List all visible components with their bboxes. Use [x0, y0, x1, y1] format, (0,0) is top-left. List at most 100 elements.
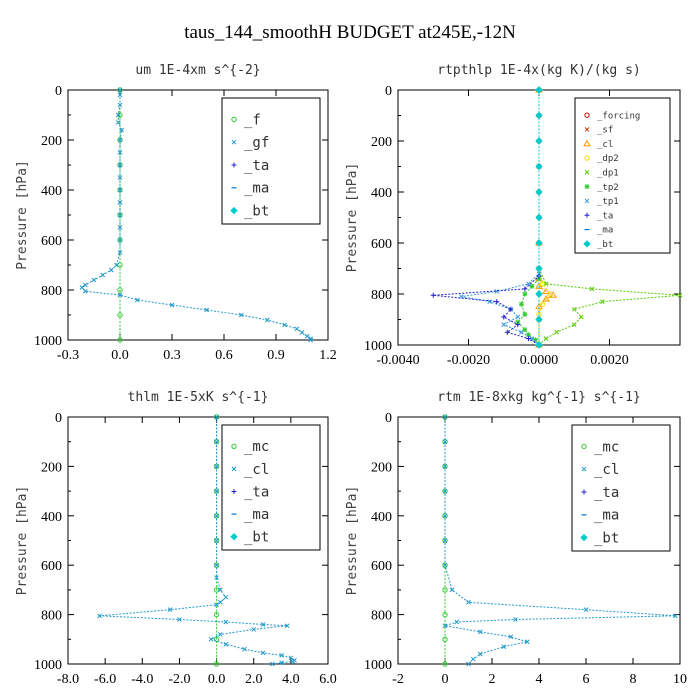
data-point	[532, 337, 538, 343]
data-point	[477, 651, 483, 657]
series-gf	[79, 87, 314, 343]
data-point	[214, 513, 219, 519]
legend-entry: _cl	[597, 140, 613, 150]
data-point	[442, 414, 448, 420]
legend-marker	[584, 155, 590, 161]
data-point	[501, 322, 507, 327]
data-point	[535, 315, 543, 324]
data-point	[213, 537, 220, 544]
legend-entry: _tp1	[597, 197, 619, 207]
data-point	[546, 291, 553, 297]
x-tick-label: 4.0	[282, 672, 300, 687]
data-point	[578, 314, 584, 320]
data-point	[554, 329, 559, 335]
data-point	[217, 587, 223, 593]
data-point	[600, 299, 605, 305]
data-point	[214, 439, 219, 445]
data-point	[529, 283, 535, 289]
legend-marker	[584, 112, 590, 118]
series-bt	[535, 86, 543, 349]
data-point	[470, 656, 476, 662]
data-point	[677, 292, 683, 298]
legend-entry: _sf	[597, 126, 613, 136]
x-tick-label: 0.6	[215, 348, 233, 363]
data-point	[117, 250, 123, 255]
data-point	[508, 306, 514, 312]
y-axis-label: Pressure [hPa]	[345, 163, 360, 273]
x-tick-label: 0.9	[267, 348, 285, 363]
data-point	[214, 562, 219, 568]
legend-box	[221, 97, 321, 225]
legend-marker	[580, 533, 588, 542]
data-point	[494, 299, 500, 305]
data-point	[115, 112, 121, 118]
legend-entry: _bt	[594, 531, 619, 547]
data-point	[79, 285, 85, 290]
data-point	[204, 307, 210, 313]
x-tick-label: 0.0	[208, 672, 226, 687]
data-point	[117, 200, 123, 205]
x-tick-label: -4.0	[131, 672, 153, 687]
series-f	[117, 87, 123, 343]
series-cl	[442, 414, 678, 667]
data-point	[477, 629, 483, 635]
data-point	[223, 641, 229, 647]
data-point	[525, 336, 531, 342]
data-point	[117, 87, 123, 93]
y-tick-label: 400	[371, 186, 392, 201]
data-point	[115, 120, 121, 125]
data-point	[117, 87, 123, 93]
legend-entry: _tp2	[597, 183, 619, 193]
panel-1: um 1E-4xm s^{-2} Pressure [hPa] 0 200 400 600…	[15, 63, 337, 363]
data-point	[214, 414, 219, 420]
data-point	[100, 272, 106, 278]
y-tick-label: 200	[371, 460, 392, 475]
legend-marker	[231, 162, 237, 168]
legend-entry: _f	[244, 112, 261, 128]
data-point	[117, 262, 123, 268]
data-point	[279, 653, 284, 658]
data-point	[487, 299, 493, 305]
data-point	[223, 594, 229, 600]
data-point	[519, 329, 524, 335]
data-point	[442, 623, 448, 629]
y-tick-label: 400	[41, 184, 62, 199]
data-point	[442, 661, 448, 667]
data-point	[117, 237, 123, 243]
data-point	[571, 306, 577, 312]
data-point	[494, 289, 500, 294]
x-tick-label: -8.0	[57, 672, 79, 687]
legend-entry: _mc	[244, 439, 269, 455]
series-line	[433, 90, 540, 346]
data-point	[535, 162, 543, 171]
data-point	[117, 175, 123, 180]
legend-box	[571, 424, 671, 552]
series-line	[444, 417, 676, 665]
legend-marker	[230, 532, 238, 541]
data-point	[442, 611, 448, 618]
panel-title: rtpthlp 1E-4x(kg K)/(kg s)	[437, 63, 641, 78]
data-point	[213, 414, 220, 420]
data-point	[82, 282, 88, 288]
legend-entry: _ma	[244, 507, 269, 523]
y-tick-label: 400	[41, 510, 62, 525]
y-tick-label: 1000	[34, 658, 62, 673]
data-point	[513, 617, 518, 622]
legend-entry: _ma	[244, 181, 269, 197]
data-point	[214, 488, 219, 494]
data-point	[442, 562, 448, 568]
data-point	[117, 137, 123, 143]
data-point	[177, 617, 182, 622]
data-point	[117, 337, 123, 343]
y-tick-label: 800	[41, 284, 62, 299]
y-axis-label: Pressure [hPa]	[345, 486, 360, 596]
data-point	[134, 297, 140, 303]
x-tick-label: 6.0	[319, 672, 337, 687]
data-point	[466, 661, 471, 667]
legend-entry: _ta	[244, 158, 269, 174]
data-point	[539, 301, 546, 307]
data-point	[535, 188, 543, 196]
data-point	[217, 632, 223, 637]
legend-entry: _bt	[597, 240, 613, 250]
legend-entry: _dp2	[597, 154, 619, 164]
